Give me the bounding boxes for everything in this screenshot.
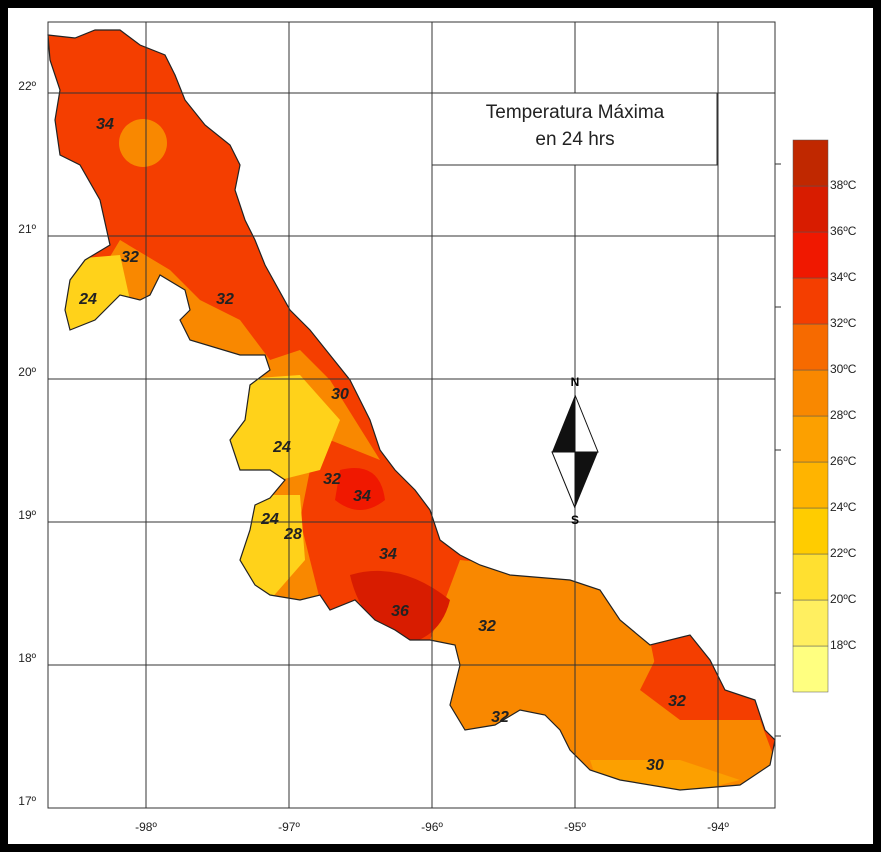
legend-swatch [792,139,829,187]
contour-label: 32 [668,693,686,710]
legend-label: 34ºC [830,270,857,284]
contour-label: 28 [283,526,302,543]
lat-label: 22º [18,79,36,93]
lon-label: -98º [135,820,157,834]
legend-swatch [792,415,829,463]
contour-label: 34 [353,488,371,505]
title-box [431,92,718,166]
map-frame [47,21,776,809]
legend-swatch [792,369,829,417]
contour-label: 24 [78,291,97,308]
legend-label: 28ºC [830,408,857,422]
legend-swatch [792,231,829,279]
legend-swatch [792,599,829,647]
legend-label: 24ºC [830,500,857,514]
legend-swatch [792,645,829,693]
legend-swatch [792,277,829,325]
legend-label: 22ºC [830,546,857,560]
legend-label: 36ºC [830,224,857,238]
contour-label: 30 [646,757,664,774]
compass-south: S [571,513,579,527]
lat-label: 17º [18,794,36,808]
legend-swatch [792,461,829,509]
legend: 18ºC 20ºC 22ºC 24ºC 26ºC 28ºC 30ºC 32ºC 34ºC 36ºC… [792,139,857,693]
lon-label: -94º [707,820,729,834]
legend-label: 32ºC [830,316,857,330]
legend-swatch [792,323,829,371]
title-line: en 24 hrs [535,129,614,150]
legend-label: 18ºC [830,638,857,652]
legend-label: 20ºC [830,592,857,606]
lon-label: -96º [421,820,443,834]
contour-label: 36 [391,603,409,620]
contour-label: 32 [323,471,341,488]
contour-label: 34 [379,546,397,563]
legend-swatch [792,507,829,555]
contour-label: 34 [96,116,114,133]
contour-label: 24 [260,511,279,528]
contour-label: 30 [331,386,349,403]
legend-swatch [792,185,829,233]
lat-label: 18º [18,651,36,665]
contour-label: 32 [216,291,234,308]
contour-label: 24 [272,439,291,456]
legend-swatch [792,553,829,601]
title-line: Temperatura Máxima [486,102,665,123]
lat-label: 20º [18,365,36,379]
lat-label: 21º [18,222,36,236]
contour-label: 32 [121,249,139,266]
compass: N S [551,375,599,527]
lat-label: 19º [18,508,36,522]
legend-label: 26ºC [830,454,857,468]
lon-label: -95º [564,820,586,834]
compass-north: N [571,375,580,389]
lon-label: -97º [278,820,300,834]
contour-label: 32 [478,618,496,635]
legend-label: 38ºC [830,178,857,192]
legend-label: 30ºC [830,362,857,376]
contour-label: 32 [491,709,509,726]
